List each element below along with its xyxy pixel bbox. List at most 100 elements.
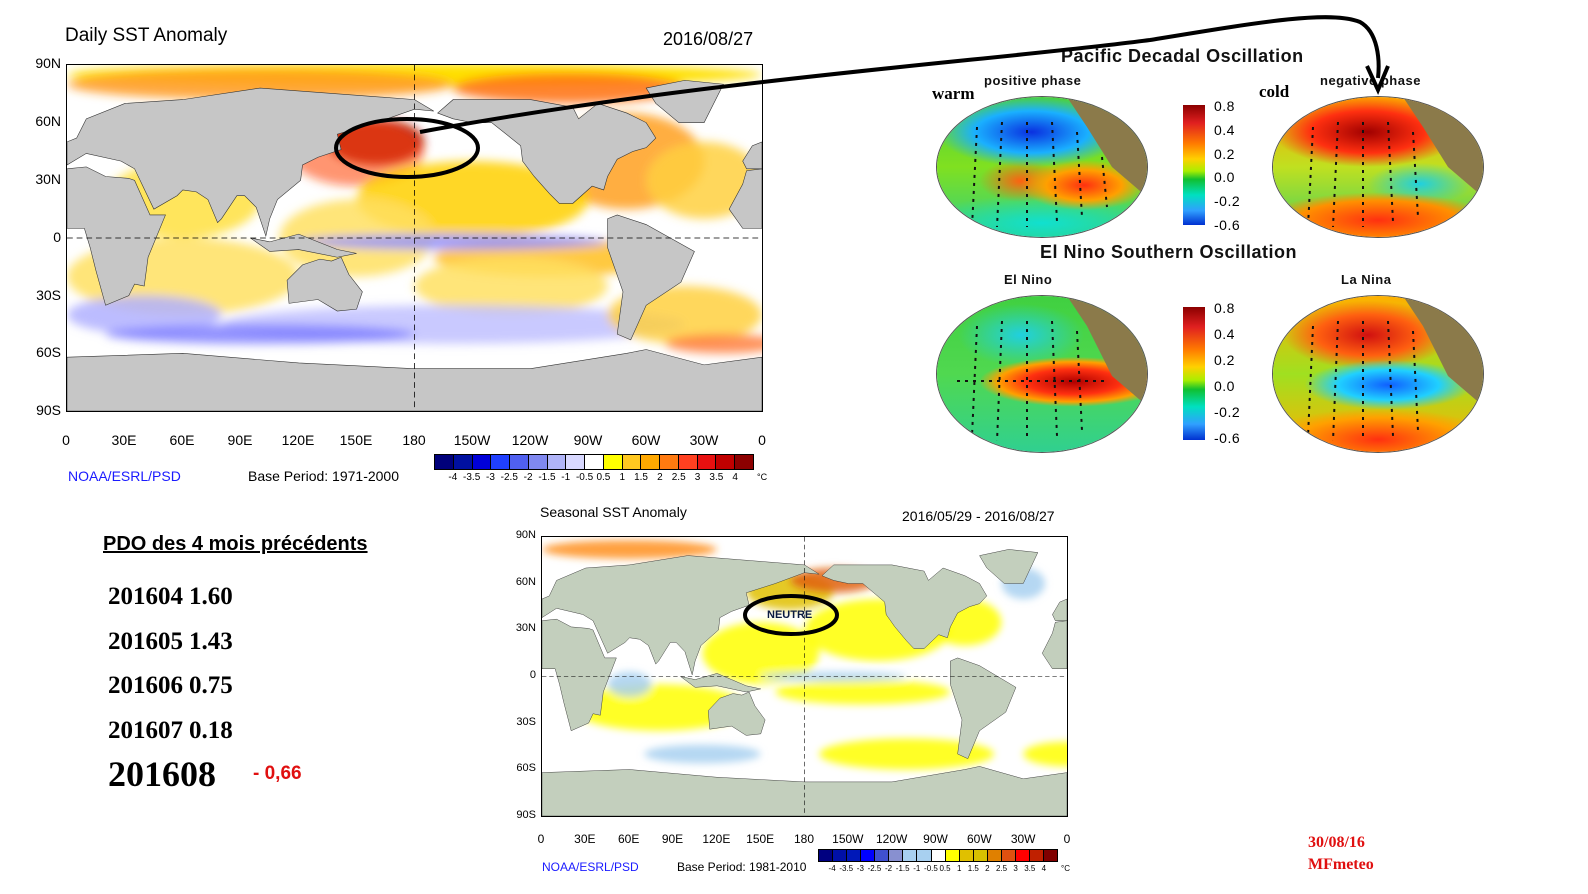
seasonal-lat-label: 60N <box>515 575 536 588</box>
seasonal-sst-map <box>541 536 1068 817</box>
land-mass <box>742 141 762 170</box>
daily-colorbar-label: 1.5 <box>634 472 648 483</box>
colorbar-swatch <box>903 850 918 861</box>
seasonal-lon-label: 150W <box>832 832 864 846</box>
seasonal-lat-label: 90S <box>516 808 536 821</box>
seasonal-colorbar-label: -0.5 <box>924 864 938 873</box>
pdo-positive-globe <box>937 97 1147 237</box>
seasonal-lon-label: 30E <box>574 832 596 846</box>
land-mass <box>607 214 695 341</box>
enso_panel-scale-label: 0.8 <box>1214 300 1235 316</box>
colorbar-swatch <box>1015 850 1030 861</box>
daily-lon-label: 90E <box>227 432 253 448</box>
daily-lat-label: 30S <box>36 286 61 303</box>
daily-colorbar-label: -3 <box>486 472 495 483</box>
el-nino-label: El Nino <box>1004 272 1053 287</box>
daily-colorbar-label: 1 <box>619 472 626 483</box>
seasonal-lat-label: 60S <box>516 762 536 775</box>
daily-lat-label: 30N <box>35 170 61 187</box>
land-mass <box>950 657 1017 759</box>
pdo-month: 201607 <box>108 716 183 744</box>
colorbar-swatch <box>889 850 904 861</box>
daily-colorbar-label: -0.5 <box>575 472 594 483</box>
anomaly-patch <box>644 744 761 764</box>
enso_panel-scale-label: 0.4 <box>1214 326 1235 342</box>
pdo-current-value: - 0,66 <box>253 763 302 784</box>
colorbar-swatch <box>875 850 890 861</box>
land-mass <box>67 166 166 306</box>
pdo-scale-bar <box>1183 105 1205 225</box>
pdo-month: 201605 <box>108 627 183 655</box>
colorbar-swatch <box>491 455 511 469</box>
colorbar-swatch <box>1001 850 1016 861</box>
colorbar-swatch <box>819 850 834 861</box>
colorbar-swatch <box>678 455 698 469</box>
la-nina-globe <box>1273 296 1483 452</box>
colorbar-swatch <box>566 455 586 469</box>
seasonal-colorbar-unit: °C <box>1061 864 1070 873</box>
anomaly-patch <box>67 68 454 100</box>
pdo-current-month: 201608 <box>108 754 216 794</box>
seasonal-lon-label: 90E <box>661 832 684 846</box>
seasonal-map-date: 2016/05/29 - 2016/08/27 <box>902 508 1055 524</box>
colorbar-swatch <box>453 455 473 469</box>
land-mass <box>1041 620 1067 669</box>
seasonal-lon-label: 0 <box>537 832 545 846</box>
seasonal-lon-label: 150E <box>746 832 775 846</box>
seasonal-map-title: Seasonal SST Anomaly <box>540 504 687 520</box>
daily-colorbar-label: -3.5 <box>463 472 481 483</box>
land-mass <box>821 564 988 649</box>
colorbar-swatch <box>641 455 661 469</box>
pdo-positive-label: positive phase <box>984 73 1082 88</box>
seasonal-colorbar-label: 4 <box>1041 864 1047 873</box>
daily-lon-label: 120E <box>281 432 315 448</box>
daily-lon-label: 30W <box>689 432 719 448</box>
enso-panel-title: El Nino Southern Oscillation <box>1040 242 1298 262</box>
seasonal-lat-label: 90N <box>515 528 536 541</box>
daily-lon-label: 180 <box>402 432 426 448</box>
seasonal-colorbar-label: -2 <box>885 864 893 873</box>
pdo-value: 0.75 <box>189 672 233 699</box>
anomaly-patch <box>702 622 820 685</box>
seasonal-colorbar <box>818 849 1058 862</box>
pdo_panel-scale-label: 0.0 <box>1214 169 1235 186</box>
daily-base-period: Base Period: 1971-2000 <box>248 468 399 484</box>
seasonal-lon-label: 180 <box>793 832 815 846</box>
daily-colorbar-label: -4 <box>448 472 458 483</box>
pdo-value: 0.18 <box>189 716 233 744</box>
colorbar-swatch <box>435 455 454 469</box>
pdo-value: 1.60 <box>189 583 233 610</box>
anomaly-patch <box>571 684 747 731</box>
signature-author: MFmeteo <box>1308 856 1374 873</box>
daily-lon-label: 0 <box>62 432 70 448</box>
daily-colorbar-label: 4 <box>732 472 738 483</box>
enso_panel-scale-label: 0.2 <box>1214 352 1235 368</box>
pdo_panel-scale-label: 0.8 <box>1214 98 1235 114</box>
daily-lat-label: 60S <box>36 344 61 361</box>
daily-lat-label: 60N <box>35 113 61 130</box>
colorbar-swatch <box>622 455 642 469</box>
daily-lon-label: 150W <box>453 432 491 448</box>
pdo-value-row: 201605 1.43 <box>108 628 233 656</box>
pdo-value: 1.43 <box>189 627 233 655</box>
signature-date: 30/08/16 <box>1308 834 1365 851</box>
seasonal-source: NOAA/ESRL/PSD <box>542 860 639 874</box>
land-mass <box>67 349 762 411</box>
land-mass <box>542 766 1067 816</box>
daily-colorbar-label: -1 <box>561 472 571 483</box>
enso_panel-scale-label: -0.2 <box>1214 404 1241 420</box>
land-mass <box>979 549 1039 584</box>
daily-lon-label: 30E <box>111 432 137 448</box>
land-mass <box>1052 598 1067 621</box>
colorbar-swatch <box>510 455 529 469</box>
colorbar-swatch <box>528 455 548 469</box>
colorbar-swatch <box>716 455 736 469</box>
colorbar-swatch <box>697 455 717 469</box>
seasonal-lat-label: 0 <box>529 668 536 681</box>
daily-colorbar-label: 2.5 <box>671 472 686 483</box>
colorbar-swatch <box>847 850 862 861</box>
daily-colorbar-label: -2 <box>523 472 533 483</box>
colorbar-swatch <box>931 850 946 861</box>
pdo-month: 201606 <box>108 672 183 699</box>
pdo-value-row: 201607 0.18 <box>108 717 233 745</box>
